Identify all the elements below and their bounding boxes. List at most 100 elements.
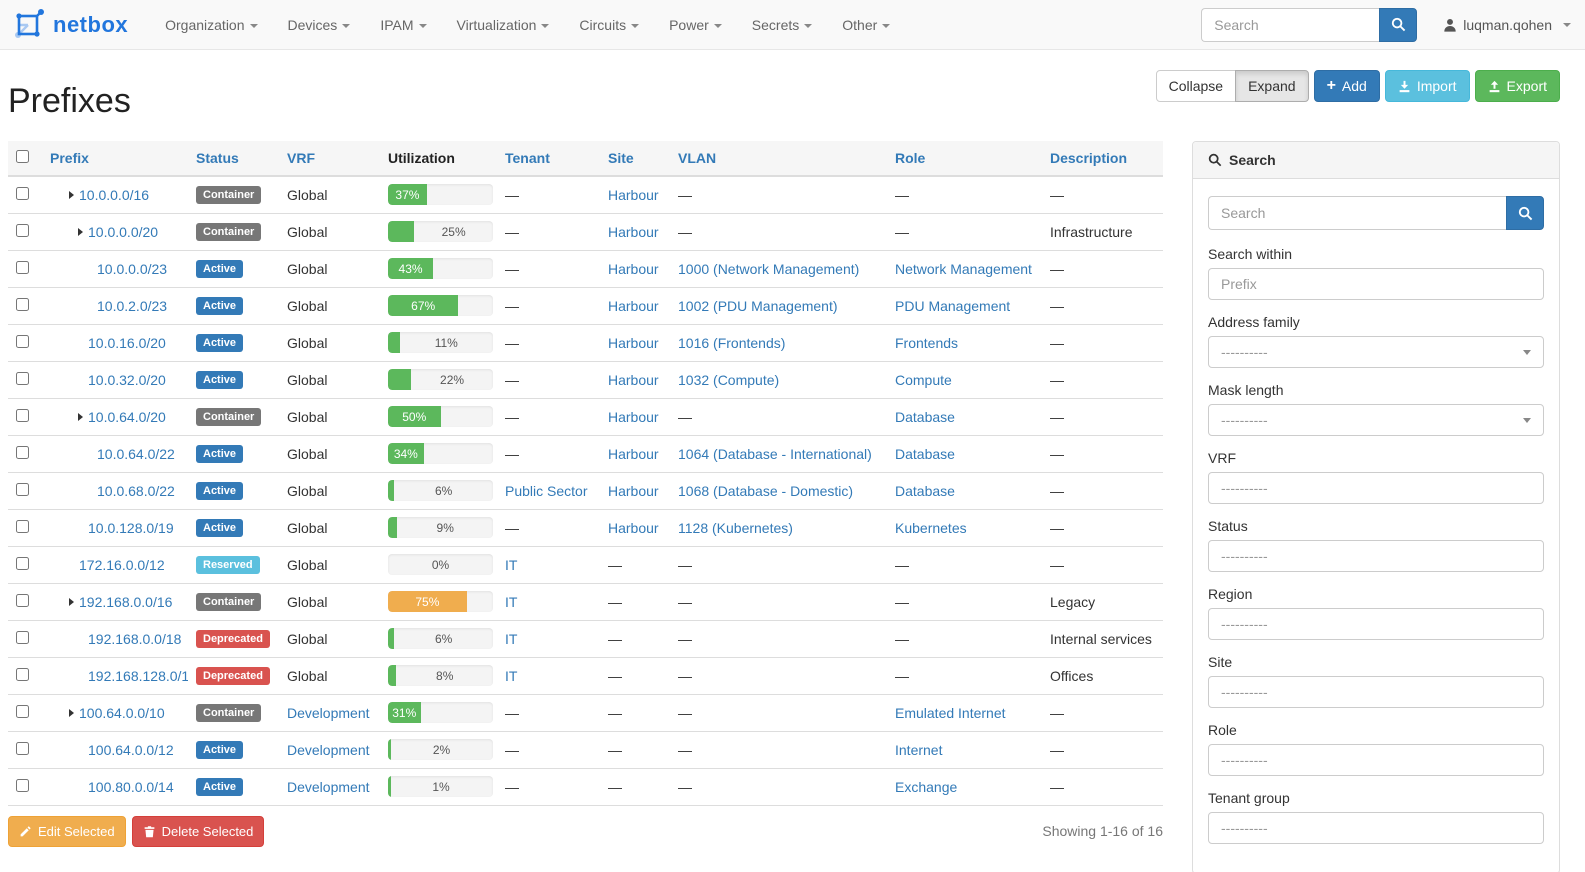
prefix-link[interactable]: 10.0.32.0/20 xyxy=(88,371,166,388)
row-checkbox[interactable] xyxy=(16,519,29,533)
prefix-link[interactable]: 192.168.0.0/16 xyxy=(79,593,173,610)
role-link[interactable]: Database xyxy=(895,445,955,462)
site-link[interactable]: Harbour xyxy=(608,408,659,425)
row-checkbox[interactable] xyxy=(16,482,29,496)
column-header-prefix[interactable]: Prefix xyxy=(42,141,188,177)
user-menu[interactable]: luqman.qohen xyxy=(1443,17,1571,33)
row-checkbox[interactable] xyxy=(16,593,29,607)
expand-button[interactable]: Expand xyxy=(1235,70,1309,102)
export-button[interactable]: Export xyxy=(1474,70,1560,102)
role-link[interactable]: Network Management xyxy=(895,260,1032,277)
role-link[interactable]: PDU Management xyxy=(895,297,1011,314)
vlan-link[interactable]: 1068 (Database - Domestic) xyxy=(678,482,854,499)
prefix-link[interactable]: 10.0.16.0/20 xyxy=(88,334,166,351)
prefix-link[interactable]: 10.0.0.0/23 xyxy=(97,260,168,277)
filter-select-role[interactable]: ---------- xyxy=(1208,744,1544,776)
filter-select-tenant-group[interactable]: ---------- xyxy=(1208,812,1544,844)
vlan-link[interactable]: 1000 (Network Management) xyxy=(678,260,860,277)
prefix-link[interactable]: 10.0.68.0/22 xyxy=(97,482,175,499)
filter-select-site[interactable]: ---------- xyxy=(1208,676,1544,708)
prefix-link[interactable]: 100.64.0.0/10 xyxy=(79,704,165,721)
tenant-link[interactable]: Public Sector xyxy=(505,482,588,499)
vlan-link[interactable]: 1128 (Kubernetes) xyxy=(678,519,793,536)
select-all-checkbox[interactable] xyxy=(16,150,29,163)
expand-caret-icon[interactable] xyxy=(69,597,74,606)
nav-item-virtualization[interactable]: Virtualization xyxy=(442,0,565,50)
filter-input-search-within[interactable] xyxy=(1208,268,1544,300)
prefix-link[interactable]: 10.0.64.0/22 xyxy=(97,445,175,462)
row-checkbox[interactable] xyxy=(16,741,29,755)
prefix-link[interactable]: 192.168.0.0/18 xyxy=(88,630,182,647)
role-link[interactable]: Exchange xyxy=(895,778,958,795)
filter-text-input-search-within[interactable] xyxy=(1221,276,1531,292)
global-search-button[interactable] xyxy=(1379,7,1418,42)
row-checkbox[interactable] xyxy=(16,704,29,718)
vrf-link[interactable]: Development xyxy=(287,704,370,721)
row-checkbox[interactable] xyxy=(16,186,29,200)
prefix-link[interactable]: 172.16.0.0/12 xyxy=(79,556,165,573)
column-header-status[interactable]: Status xyxy=(188,141,279,177)
vlan-link[interactable]: 1064 (Database - International) xyxy=(678,445,872,462)
site-link[interactable]: Harbour xyxy=(608,260,659,277)
site-link[interactable]: Harbour xyxy=(608,334,659,351)
column-header-description[interactable]: Description xyxy=(1042,141,1163,177)
nav-item-organization[interactable]: Organization xyxy=(150,0,272,50)
collapse-button[interactable]: Collapse xyxy=(1155,70,1237,102)
prefix-link[interactable]: 100.64.0.0/12 xyxy=(88,741,174,758)
column-header-vlan[interactable]: VLAN xyxy=(670,141,887,177)
site-link[interactable]: Harbour xyxy=(608,482,659,499)
nav-item-devices[interactable]: Devices xyxy=(273,0,366,50)
role-link[interactable]: Frontends xyxy=(895,334,959,351)
row-checkbox[interactable] xyxy=(16,297,29,311)
role-link[interactable]: Emulated Internet xyxy=(895,704,1006,721)
edit-selected-button[interactable]: Edit Selected xyxy=(8,815,126,847)
row-checkbox[interactable] xyxy=(16,260,29,274)
sidebar-search-input[interactable] xyxy=(1208,196,1506,230)
role-link[interactable]: Compute xyxy=(895,371,952,388)
prefix-link[interactable]: 10.0.64.0/20 xyxy=(88,408,166,425)
expand-caret-icon[interactable] xyxy=(78,412,83,421)
prefix-link[interactable]: 100.80.0.0/14 xyxy=(88,778,174,795)
row-checkbox[interactable] xyxy=(16,445,29,459)
prefix-link[interactable]: 10.0.128.0/19 xyxy=(88,519,174,536)
delete-selected-button[interactable]: Delete Selected xyxy=(131,815,265,847)
row-checkbox[interactable] xyxy=(16,667,29,681)
tenant-link[interactable]: IT xyxy=(505,667,518,684)
vrf-link[interactable]: Development xyxy=(287,778,370,795)
global-search-input[interactable] xyxy=(1201,7,1380,42)
sidebar-search-button[interactable] xyxy=(1506,196,1544,230)
column-header-vrf[interactable]: VRF xyxy=(279,141,380,177)
prefix-link[interactable]: 192.168.128.0/17 xyxy=(88,667,188,684)
vlan-link[interactable]: 1032 (Compute) xyxy=(678,371,780,388)
row-checkbox[interactable] xyxy=(16,223,29,237)
site-link[interactable]: Harbour xyxy=(608,371,659,388)
nav-item-circuits[interactable]: Circuits xyxy=(564,0,654,50)
vlan-link[interactable]: 1016 (Frontends) xyxy=(678,334,786,351)
nav-item-power[interactable]: Power xyxy=(654,0,737,50)
role-link[interactable]: Database xyxy=(895,482,955,499)
row-checkbox[interactable] xyxy=(16,334,29,348)
vrf-link[interactable]: Development xyxy=(287,741,370,758)
row-checkbox[interactable] xyxy=(16,556,29,570)
expand-caret-icon[interactable] xyxy=(69,708,74,717)
column-header-role[interactable]: Role xyxy=(887,141,1042,177)
role-link[interactable]: Database xyxy=(895,408,955,425)
column-header-tenant[interactable]: Tenant xyxy=(497,141,600,177)
role-link[interactable]: Kubernetes xyxy=(895,519,967,536)
expand-caret-icon[interactable] xyxy=(78,227,83,236)
row-checkbox[interactable] xyxy=(16,630,29,644)
filter-select-vrf[interactable]: ---------- xyxy=(1208,472,1544,504)
prefix-link[interactable]: 10.0.0.0/16 xyxy=(79,186,150,203)
add-button[interactable]: + Add xyxy=(1313,70,1380,102)
filter-select-status[interactable]: ---------- xyxy=(1208,540,1544,572)
site-link[interactable]: Harbour xyxy=(608,186,659,203)
site-link[interactable]: Harbour xyxy=(608,297,659,314)
vlan-link[interactable]: 1002 (PDU Management) xyxy=(678,297,838,314)
netbox-logo[interactable]: netbox xyxy=(10,7,128,43)
filter-select-mask-length[interactable]: ---------- xyxy=(1208,404,1544,436)
prefix-link[interactable]: 10.0.2.0/23 xyxy=(97,297,168,314)
nav-item-other[interactable]: Other xyxy=(827,0,905,50)
filter-select-address-family[interactable]: ---------- xyxy=(1208,336,1544,368)
tenant-link[interactable]: IT xyxy=(505,593,518,610)
role-link[interactable]: Internet xyxy=(895,741,943,758)
